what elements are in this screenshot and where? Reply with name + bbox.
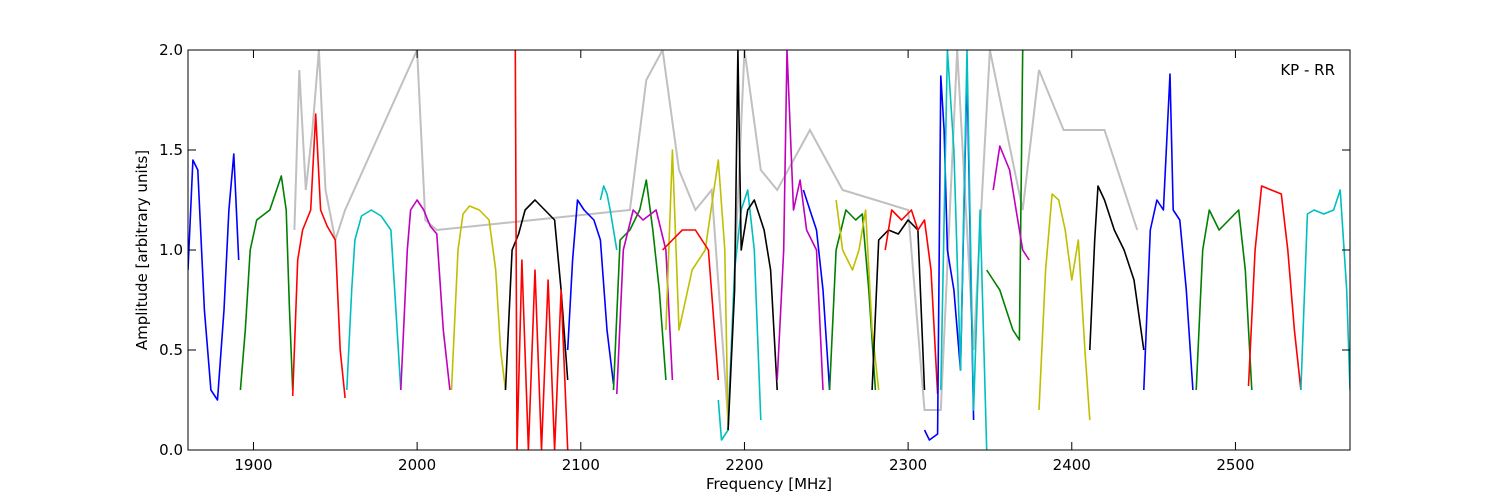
x-tick-label: 2100 xyxy=(562,456,600,474)
series-line-15 xyxy=(727,50,778,431)
series-line-13 xyxy=(662,229,720,381)
y-tick-label: 2.0 xyxy=(159,41,183,59)
y-tick-label: 1.0 xyxy=(159,241,183,259)
series-line-0 xyxy=(188,153,240,401)
series-line-27 xyxy=(1089,185,1145,351)
series-layer xyxy=(188,50,1350,450)
series-line-24 xyxy=(986,50,1024,341)
plot-background xyxy=(188,50,1350,450)
series-line-4 xyxy=(400,199,451,391)
series-line-2 xyxy=(291,113,346,399)
series-line-17 xyxy=(802,189,831,391)
series-line-14 xyxy=(717,189,762,441)
x-tick-label: 2400 xyxy=(1053,456,1091,474)
series-line-19 xyxy=(835,199,880,391)
y-tick-label: 1.5 xyxy=(159,141,183,159)
series-line-26 xyxy=(1038,193,1091,421)
ticks-layer: 1900 2000 2100 2200 2300 2400 2500 0.0 0.5 1.0 1.5… xyxy=(159,41,1350,474)
series-line-6 xyxy=(504,199,569,391)
series-line-30 xyxy=(1247,185,1302,391)
chart-annotation: KP - RR xyxy=(1280,61,1335,79)
x-tick-label: 2200 xyxy=(725,456,763,474)
series-line-21 xyxy=(884,209,939,395)
series-line-11 xyxy=(616,209,674,395)
series-line-29 xyxy=(1195,209,1253,391)
series-line-18 xyxy=(828,209,877,391)
series-line-10 xyxy=(612,179,667,391)
series-line-28 xyxy=(1143,73,1194,391)
series-line-8 xyxy=(566,199,615,385)
series-line-31 xyxy=(1300,189,1350,391)
y-tick-label: 0.5 xyxy=(159,341,183,359)
y-axis-label: Amplitude [arbitrary units] xyxy=(133,150,151,350)
background-envelope-line xyxy=(293,50,1139,421)
x-tick-label: 2300 xyxy=(889,456,927,474)
series-line-16 xyxy=(776,50,824,391)
series-line-5 xyxy=(450,205,507,391)
series-line-25 xyxy=(992,145,1030,261)
x-tick-label: 2500 xyxy=(1216,456,1254,474)
x-tick-label: 1900 xyxy=(234,456,272,474)
series-line-1 xyxy=(239,175,294,391)
background-envelope-layer xyxy=(293,50,1139,421)
x-axis-label: Frequency [MHz] xyxy=(706,475,832,493)
series-line-9 xyxy=(599,185,618,251)
series-line-7 xyxy=(514,50,569,450)
series-line-23 xyxy=(940,50,988,450)
x-tick-label: 2000 xyxy=(398,456,436,474)
series-line-12 xyxy=(665,149,729,431)
y-tick-label: 0.0 xyxy=(159,441,183,459)
series-line-3 xyxy=(346,209,402,391)
